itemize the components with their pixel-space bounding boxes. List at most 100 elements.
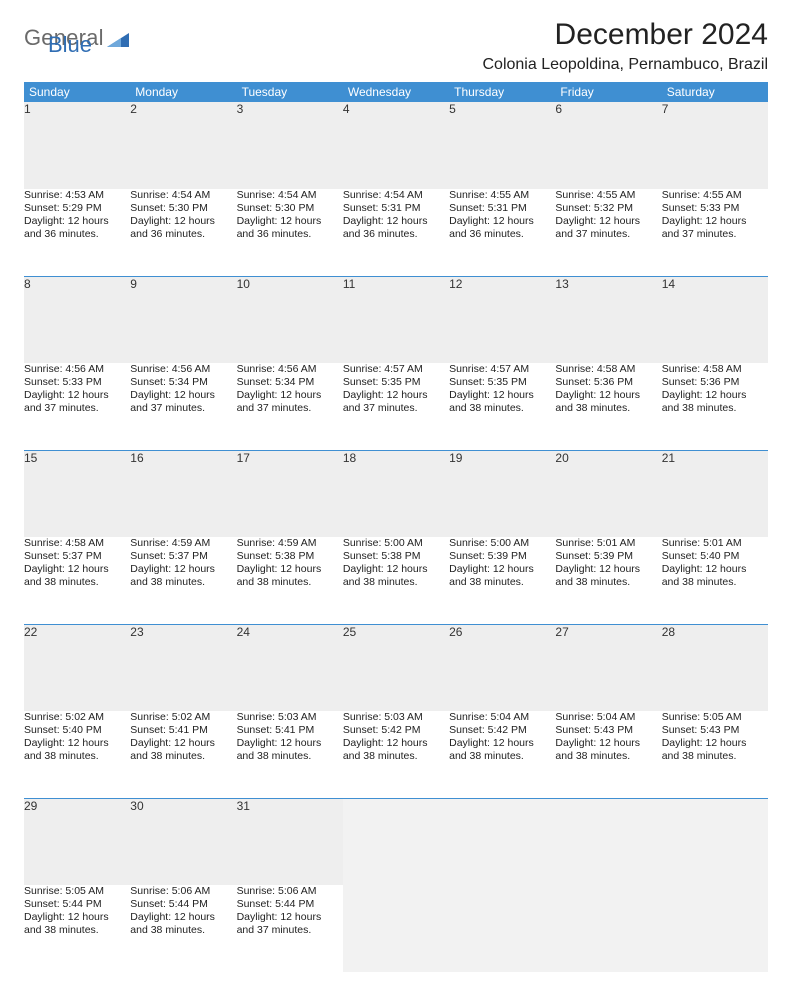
- day-content-cell: Sunrise: 5:05 AMSunset: 5:43 PMDaylight:…: [662, 711, 768, 798]
- daylight-text: and 37 minutes.: [24, 402, 130, 415]
- daylight-text: and 37 minutes.: [343, 402, 449, 415]
- daylight-text: Daylight: 12 hours: [130, 563, 236, 576]
- weekday-header: Tuesday: [237, 82, 343, 102]
- sunrise-text: Sunrise: 4:57 AM: [343, 363, 449, 376]
- daylight-text: Daylight: 12 hours: [555, 563, 661, 576]
- daylight-text: and 38 minutes.: [449, 402, 555, 415]
- page-subtitle: Colonia Leopoldina, Pernambuco, Brazil: [482, 56, 768, 74]
- daylight-text: Daylight: 12 hours: [237, 911, 343, 924]
- daylight-text: Daylight: 12 hours: [130, 737, 236, 750]
- sunrise-text: Sunrise: 4:53 AM: [24, 189, 130, 202]
- day-content-cell: Sunrise: 5:01 AMSunset: 5:39 PMDaylight:…: [555, 537, 661, 624]
- day-content-row: Sunrise: 5:02 AMSunset: 5:40 PMDaylight:…: [24, 711, 768, 798]
- sunset-text: Sunset: 5:36 PM: [662, 376, 768, 389]
- sunrise-text: Sunrise: 5:05 AM: [662, 711, 768, 724]
- daylight-text: Daylight: 12 hours: [24, 737, 130, 750]
- day-number-cell: 11: [343, 276, 449, 363]
- day-content-cell: Sunrise: 4:57 AMSunset: 5:35 PMDaylight:…: [343, 363, 449, 450]
- sunrise-text: Sunrise: 4:59 AM: [237, 537, 343, 550]
- day-content-cell: Sunrise: 4:59 AMSunset: 5:37 PMDaylight:…: [130, 537, 236, 624]
- day-number-cell: 20: [555, 450, 661, 537]
- daylight-text: and 36 minutes.: [130, 228, 236, 241]
- sunset-text: Sunset: 5:36 PM: [555, 376, 661, 389]
- day-number-cell: 9: [130, 276, 236, 363]
- sunrise-text: Sunrise: 5:00 AM: [343, 537, 449, 550]
- day-content-cell: Sunrise: 5:06 AMSunset: 5:44 PMDaylight:…: [130, 885, 236, 972]
- day-number-cell: 5: [449, 102, 555, 189]
- daylight-text: Daylight: 12 hours: [237, 389, 343, 402]
- daylight-text: and 38 minutes.: [449, 576, 555, 589]
- sunset-text: Sunset: 5:39 PM: [449, 550, 555, 563]
- sunset-text: Sunset: 5:38 PM: [237, 550, 343, 563]
- sunset-text: Sunset: 5:35 PM: [343, 376, 449, 389]
- day-number-cell: 30: [130, 798, 236, 885]
- sunrise-text: Sunrise: 5:01 AM: [555, 537, 661, 550]
- day-number-cell: 4: [343, 102, 449, 189]
- daylight-text: and 38 minutes.: [130, 750, 236, 763]
- day-content-cell: Sunrise: 4:56 AMSunset: 5:33 PMDaylight:…: [24, 363, 130, 450]
- daylight-text: Daylight: 12 hours: [449, 737, 555, 750]
- sunrise-text: Sunrise: 5:02 AM: [130, 711, 236, 724]
- sunset-text: Sunset: 5:37 PM: [24, 550, 130, 563]
- day-number-cell: 22: [24, 624, 130, 711]
- day-content-cell: Sunrise: 5:02 AMSunset: 5:41 PMDaylight:…: [130, 711, 236, 798]
- daynum-row: 891011121314: [24, 276, 768, 363]
- day-content-cell: Sunrise: 4:57 AMSunset: 5:35 PMDaylight:…: [449, 363, 555, 450]
- day-number-cell: 26: [449, 624, 555, 711]
- sunset-text: Sunset: 5:30 PM: [237, 202, 343, 215]
- day-number-cell: 23: [130, 624, 236, 711]
- day-number-cell: 16: [130, 450, 236, 537]
- calendar-body: 1234567Sunrise: 4:53 AMSunset: 5:29 PMDa…: [24, 102, 768, 972]
- weekday-header: Monday: [130, 82, 236, 102]
- sunrise-text: Sunrise: 4:55 AM: [555, 189, 661, 202]
- sunset-text: Sunset: 5:39 PM: [555, 550, 661, 563]
- sunrise-text: Sunrise: 5:05 AM: [24, 885, 130, 898]
- daylight-text: and 38 minutes.: [24, 576, 130, 589]
- sunset-text: Sunset: 5:44 PM: [237, 898, 343, 911]
- day-number-cell: 18: [343, 450, 449, 537]
- day-content-row: Sunrise: 5:05 AMSunset: 5:44 PMDaylight:…: [24, 885, 768, 972]
- day-number-cell: 10: [237, 276, 343, 363]
- day-content-cell: Sunrise: 4:54 AMSunset: 5:30 PMDaylight:…: [237, 189, 343, 276]
- day-content-cell: [449, 885, 555, 972]
- day-content-cell: Sunrise: 4:56 AMSunset: 5:34 PMDaylight:…: [130, 363, 236, 450]
- sunset-text: Sunset: 5:44 PM: [130, 898, 236, 911]
- sunset-text: Sunset: 5:38 PM: [343, 550, 449, 563]
- daylight-text: and 38 minutes.: [662, 576, 768, 589]
- day-content-cell: Sunrise: 4:55 AMSunset: 5:32 PMDaylight:…: [555, 189, 661, 276]
- daylight-text: and 38 minutes.: [555, 750, 661, 763]
- day-content-cell: [555, 885, 661, 972]
- day-content-cell: Sunrise: 5:03 AMSunset: 5:42 PMDaylight:…: [343, 711, 449, 798]
- daynum-row: 22232425262728: [24, 624, 768, 711]
- day-number-cell: 14: [662, 276, 768, 363]
- sunset-text: Sunset: 5:41 PM: [237, 724, 343, 737]
- day-number-cell: 3: [237, 102, 343, 189]
- day-content-row: Sunrise: 4:56 AMSunset: 5:33 PMDaylight:…: [24, 363, 768, 450]
- day-content-cell: Sunrise: 4:54 AMSunset: 5:30 PMDaylight:…: [130, 189, 236, 276]
- header-row: General December 2024: [24, 18, 768, 52]
- daylight-text: Daylight: 12 hours: [343, 215, 449, 228]
- sunset-text: Sunset: 5:42 PM: [343, 724, 449, 737]
- sunrise-text: Sunrise: 5:06 AM: [237, 885, 343, 898]
- day-content-cell: Sunrise: 5:02 AMSunset: 5:40 PMDaylight:…: [24, 711, 130, 798]
- daynum-row: 1234567: [24, 102, 768, 189]
- day-number-cell: 25: [343, 624, 449, 711]
- sunset-text: Sunset: 5:31 PM: [449, 202, 555, 215]
- brand-text-2: Blue: [48, 32, 92, 58]
- daylight-text: and 38 minutes.: [343, 750, 449, 763]
- daylight-text: Daylight: 12 hours: [449, 563, 555, 576]
- sunset-text: Sunset: 5:43 PM: [555, 724, 661, 737]
- day-number-cell: [555, 798, 661, 885]
- daylight-text: Daylight: 12 hours: [343, 563, 449, 576]
- sunrise-text: Sunrise: 4:54 AM: [343, 189, 449, 202]
- daylight-text: and 38 minutes.: [130, 924, 236, 937]
- daylight-text: Daylight: 12 hours: [237, 737, 343, 750]
- day-number-cell: 1: [24, 102, 130, 189]
- daylight-text: and 36 minutes.: [343, 228, 449, 241]
- daylight-text: and 38 minutes.: [555, 402, 661, 415]
- sunrise-text: Sunrise: 4:55 AM: [662, 189, 768, 202]
- weekday-header-row: Sunday Monday Tuesday Wednesday Thursday…: [24, 82, 768, 102]
- sunrise-text: Sunrise: 4:58 AM: [24, 537, 130, 550]
- daylight-text: and 38 minutes.: [343, 576, 449, 589]
- day-content-cell: Sunrise: 5:06 AMSunset: 5:44 PMDaylight:…: [237, 885, 343, 972]
